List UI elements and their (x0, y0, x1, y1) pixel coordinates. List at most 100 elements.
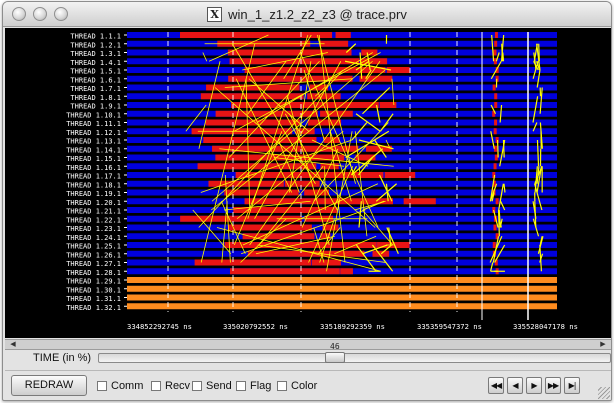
comm-line (345, 130, 390, 159)
comm-line (200, 43, 256, 263)
comm-line (371, 244, 394, 272)
trace-canvas[interactable]: THREAD 1.1.1 THREAD 1.2.1 THREAD 1.3.1 THRE… (5, 28, 611, 338)
fast-forward-icon[interactable]: ▶▶ (545, 377, 561, 394)
comm-line (532, 96, 539, 123)
checkbox-box[interactable] (277, 381, 287, 391)
scroll-right-arrow-icon[interactable]: ▶ (600, 341, 606, 348)
comm-line (536, 139, 540, 167)
comm-line (255, 235, 335, 255)
state-bar-waiting (229, 268, 340, 275)
comm-checkbox[interactable]: Comm (97, 379, 143, 393)
state-bar-waiting (335, 32, 351, 38)
checkbox-box[interactable] (151, 381, 161, 391)
color-checkbox[interactable]: Color (277, 379, 317, 393)
state-bar-waiting (231, 102, 379, 108)
comm-line (289, 113, 300, 132)
comm-line (242, 183, 379, 246)
time-label: TIME (in %) (33, 352, 92, 364)
comm-line (491, 192, 495, 202)
step-back-icon[interactable]: ◀ (507, 377, 523, 394)
state-bar-waiting (492, 84, 496, 91)
state-bar-running (127, 207, 557, 213)
comm-line (365, 69, 372, 80)
comm-line (324, 166, 326, 211)
comm-line (379, 113, 394, 132)
thread-label: THREAD 1.28.1 (66, 269, 121, 277)
zoom-window-button[interactable] (54, 7, 68, 21)
comm-line (208, 34, 269, 62)
comm-line (532, 218, 540, 237)
comm-line (490, 104, 497, 115)
state-bar-waiting (206, 84, 300, 91)
state-bar-waiting (208, 180, 284, 187)
close-window-button[interactable] (12, 7, 26, 21)
play-icon[interactable]: ▶ (526, 377, 542, 394)
comm-line (355, 60, 370, 71)
thread-label: THREAD 1.22.1 (66, 216, 121, 224)
comm-line (355, 244, 377, 272)
comm-line (497, 209, 500, 237)
comm-line (489, 262, 494, 272)
thread-label: THREAD 1.11.1 (66, 120, 121, 128)
rewind-icon[interactable]: ◀◀ (488, 377, 504, 394)
title-bar[interactable]: X win_1_z1.2_z2_z3 @ trace.prv (3, 2, 611, 27)
comm-line (489, 236, 503, 263)
state-bar-waiting (494, 145, 498, 152)
state-bar-waiting (307, 119, 342, 126)
horizontal-scrollbar[interactable]: ◀ ▶ (5, 339, 611, 350)
time-slider-value: 46 (330, 342, 340, 351)
state-bar-waiting (304, 189, 329, 196)
scroll-left-arrow-icon[interactable]: ◀ (10, 341, 16, 348)
checkbox-box[interactable] (236, 381, 246, 391)
flag-checkbox[interactable]: Flag (236, 379, 271, 393)
comm-line (536, 43, 541, 71)
state-bar-waiting (492, 110, 496, 117)
checkbox-box[interactable] (192, 381, 202, 391)
state-bar-waiting (233, 207, 321, 213)
state-bar-waiting (493, 49, 497, 56)
end-icon[interactable]: ▶| (564, 377, 580, 394)
thread-label: THREAD 1.27.1 (66, 260, 121, 268)
comm-line (489, 174, 496, 202)
comm-line (242, 52, 328, 71)
time-slider-thumb[interactable] (324, 352, 345, 363)
thread-label: THREAD 1.23.1 (66, 225, 121, 233)
comm-line (385, 183, 389, 202)
state-bar-waiting (379, 102, 397, 108)
state-bar-running (127, 119, 557, 126)
state-bar-waiting (200, 93, 304, 100)
comm-line (221, 201, 228, 263)
thread-label: THREAD 1.7.1 (70, 85, 121, 93)
comm-line (358, 201, 362, 228)
redraw-button[interactable]: REDRAW (11, 375, 87, 396)
state-bar-waiting (365, 145, 392, 152)
comm-line (283, 34, 312, 79)
thread-label: THREAD 1.8.1 (70, 94, 121, 102)
comm-line (496, 139, 499, 158)
comm-line (192, 209, 232, 255)
state-bar-waiting (494, 32, 498, 38)
state-bar-waiting (495, 67, 499, 73)
comm-line (202, 52, 208, 62)
state-bar-waiting (228, 224, 312, 231)
resize-grip-icon[interactable] (598, 387, 610, 399)
state-bar-running (127, 224, 557, 231)
comm-line (536, 61, 541, 71)
send-checkbox[interactable]: Send (192, 379, 232, 393)
time-slider[interactable] (98, 353, 611, 363)
comm-line (534, 166, 543, 184)
state-bar-running (127, 93, 557, 100)
checkbox-label: Color (291, 380, 318, 392)
comm-line (216, 227, 381, 272)
thread-label: THREAD 1.13.1 (66, 138, 121, 146)
state-bar-waiting (493, 224, 497, 231)
state-bar-waiting (494, 119, 498, 126)
state-bar-waiting (495, 233, 499, 240)
thread-label: THREAD 1.10.1 (66, 111, 121, 119)
recv-checkbox[interactable]: Recv (151, 379, 190, 393)
checkbox-box[interactable] (97, 381, 107, 391)
comm-line (491, 34, 495, 62)
minimize-window-button[interactable] (33, 7, 47, 21)
state-bar-running (127, 180, 557, 187)
